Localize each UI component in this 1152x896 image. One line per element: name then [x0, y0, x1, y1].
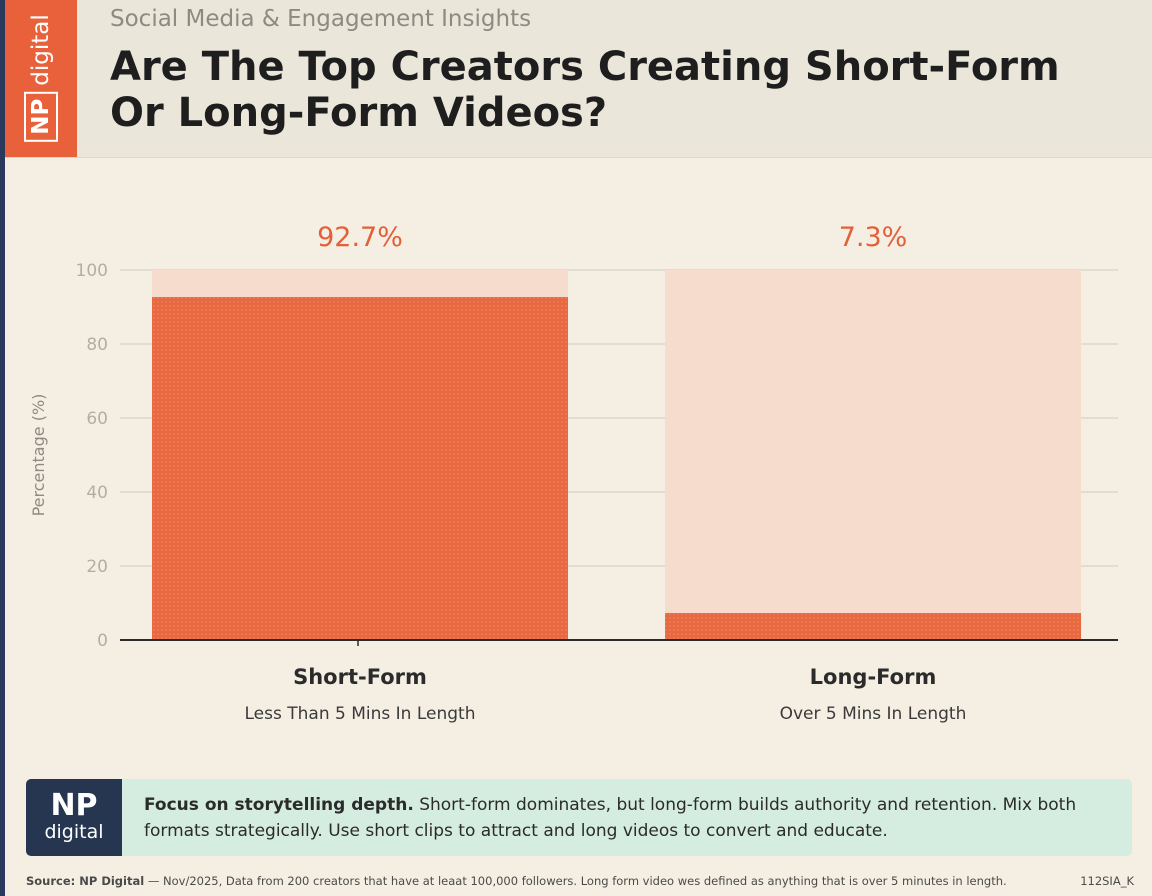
callout-text: Focus on storytelling depth. Short-form …	[144, 792, 1114, 844]
source-text: — Nov/2025, Data from 200 creators that …	[144, 874, 1007, 888]
bar-texture-1	[665, 612, 1081, 640]
header-band	[5, 0, 1152, 158]
y-axis-label: Percentage (%)	[29, 394, 48, 517]
bar-texture-0	[152, 297, 568, 640]
callout-bold: Focus on storytelling depth.	[144, 795, 414, 815]
chart-code: 112SIA_K	[1080, 874, 1134, 888]
page-title: Are The Top Creators Creating Short-Form…	[110, 44, 1060, 136]
y-tick-label-40: 40	[86, 483, 108, 503]
callout-body: Short-form dominates, but long-form buil…	[144, 795, 1077, 841]
callout-logo-np: NP	[50, 788, 98, 823]
y-tick-label-80: 80	[86, 335, 108, 355]
category-label-0: Short-Form	[293, 665, 427, 689]
value-label-1: 7.3%	[839, 222, 908, 253]
category-subtitle-0: Less Than 5 Mins In Length	[245, 704, 476, 724]
callout-np-digital-logo: NP digital	[26, 779, 122, 856]
y-tick-label-60: 60	[86, 409, 108, 429]
y-tick-label-100: 100	[76, 261, 108, 281]
np-digital-logo: NP digital	[5, 0, 77, 157]
y-tick-label-20: 20	[86, 557, 108, 577]
bar-track-1	[665, 270, 1081, 640]
category-label-1: Long-Form	[810, 665, 937, 689]
callout-logo-digital: digital	[44, 821, 104, 843]
bar-chart: 0 20 40 60 80 100 Percentage (%) 92.7% Short-For…	[29, 222, 1118, 724]
value-label-0: 92.7%	[317, 222, 403, 253]
source-footnote: Source: NP Digital — Nov/2025, Data from…	[26, 874, 1007, 888]
left-edge-strip	[0, 0, 5, 896]
category-subtitle-1: Over 5 Mins In Length	[780, 704, 967, 724]
y-tick-label-0: 0	[97, 631, 108, 651]
source-label: Source: NP Digital	[26, 874, 145, 888]
header-kicker: Social Media & Engagement Insights	[110, 6, 532, 32]
insight-callout: NP digital Focus on storytelling depth. …	[26, 779, 1132, 856]
